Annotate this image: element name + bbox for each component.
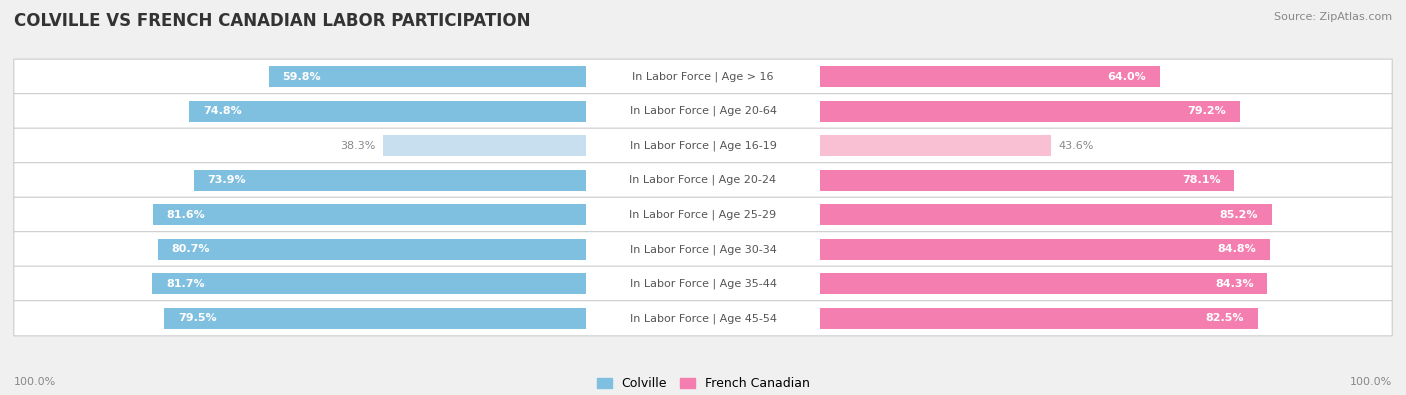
Bar xyxy=(820,239,1270,260)
Text: 100.0%: 100.0% xyxy=(14,377,56,387)
FancyBboxPatch shape xyxy=(14,301,1392,336)
Text: In Labor Force | Age 30-34: In Labor Force | Age 30-34 xyxy=(630,244,776,254)
Bar xyxy=(820,135,1052,156)
Text: In Labor Force | Age 20-24: In Labor Force | Age 20-24 xyxy=(630,175,776,186)
Text: In Labor Force | Age 16-19: In Labor Force | Age 16-19 xyxy=(630,141,776,151)
Text: 74.8%: 74.8% xyxy=(202,106,242,116)
Bar xyxy=(820,66,1160,87)
Text: COLVILLE VS FRENCH CANADIAN LABOR PARTICIPATION: COLVILLE VS FRENCH CANADIAN LABOR PARTIC… xyxy=(14,12,530,30)
Bar xyxy=(820,169,1234,191)
Text: In Labor Force | Age 45-54: In Labor Force | Age 45-54 xyxy=(630,313,776,324)
Text: 78.1%: 78.1% xyxy=(1182,175,1220,185)
Text: 73.9%: 73.9% xyxy=(208,175,246,185)
Text: 38.3%: 38.3% xyxy=(340,141,375,151)
Text: 59.8%: 59.8% xyxy=(283,72,321,82)
Text: 81.7%: 81.7% xyxy=(166,279,205,289)
FancyBboxPatch shape xyxy=(14,197,1392,232)
Text: 85.2%: 85.2% xyxy=(1220,210,1258,220)
Text: 79.5%: 79.5% xyxy=(179,313,217,323)
Bar xyxy=(820,204,1272,226)
Text: In Labor Force | Age 20-64: In Labor Force | Age 20-64 xyxy=(630,106,776,117)
Bar xyxy=(157,239,586,260)
Text: 43.6%: 43.6% xyxy=(1059,141,1094,151)
Bar xyxy=(269,66,586,87)
Text: 100.0%: 100.0% xyxy=(1350,377,1392,387)
Text: 80.7%: 80.7% xyxy=(172,244,209,254)
Text: Source: ZipAtlas.com: Source: ZipAtlas.com xyxy=(1274,12,1392,22)
Text: 79.2%: 79.2% xyxy=(1188,106,1226,116)
Text: In Labor Force | Age 35-44: In Labor Force | Age 35-44 xyxy=(630,278,776,289)
Text: 82.5%: 82.5% xyxy=(1205,313,1244,323)
Text: 84.3%: 84.3% xyxy=(1215,279,1254,289)
Bar xyxy=(820,101,1240,122)
Text: 64.0%: 64.0% xyxy=(1107,72,1146,82)
Bar xyxy=(153,204,586,226)
Bar xyxy=(152,273,586,294)
Legend: Colville, French Canadian: Colville, French Canadian xyxy=(592,372,814,395)
FancyBboxPatch shape xyxy=(14,231,1392,267)
Bar xyxy=(194,169,586,191)
FancyBboxPatch shape xyxy=(14,266,1392,301)
Bar xyxy=(165,308,586,329)
FancyBboxPatch shape xyxy=(14,94,1392,129)
Bar xyxy=(382,135,586,156)
FancyBboxPatch shape xyxy=(14,128,1392,164)
FancyBboxPatch shape xyxy=(14,59,1392,94)
Bar xyxy=(820,273,1267,294)
Text: In Labor Force | Age 25-29: In Labor Force | Age 25-29 xyxy=(630,209,776,220)
Text: 81.6%: 81.6% xyxy=(167,210,205,220)
Bar xyxy=(188,101,586,122)
Text: In Labor Force | Age > 16: In Labor Force | Age > 16 xyxy=(633,71,773,82)
Text: 84.8%: 84.8% xyxy=(1218,244,1256,254)
FancyBboxPatch shape xyxy=(14,163,1392,198)
Bar xyxy=(820,308,1258,329)
